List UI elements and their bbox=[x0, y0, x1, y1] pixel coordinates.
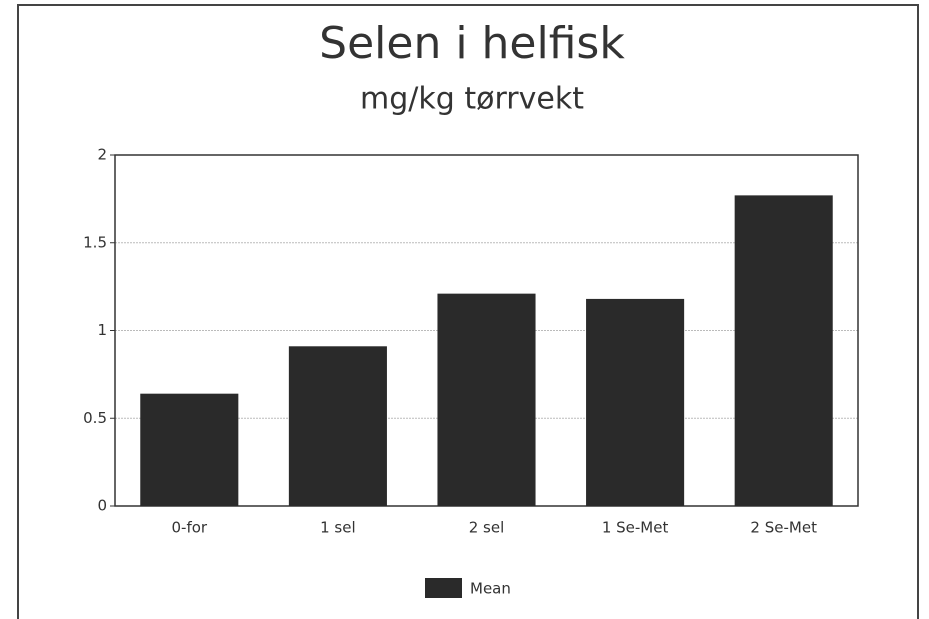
y-tick-label: 0.5 bbox=[83, 409, 107, 427]
y-tick-label: 2 bbox=[97, 146, 107, 164]
y-tick-label: 1 bbox=[97, 321, 107, 339]
x-tick-label: 2 Se-Met bbox=[750, 519, 817, 537]
chart-title: Selen i helfisk bbox=[319, 18, 625, 69]
y-tick-label: 1.5 bbox=[83, 233, 107, 251]
bar bbox=[437, 293, 536, 506]
legend-label: Mean bbox=[470, 580, 511, 598]
y-tick-label: 0 bbox=[97, 497, 107, 515]
x-tick-label: 1 Se-Met bbox=[602, 519, 669, 537]
bar bbox=[586, 298, 685, 506]
x-tick-label: 2 sel bbox=[469, 519, 505, 537]
bar bbox=[288, 346, 387, 506]
x-tick-label: 0-for bbox=[172, 519, 208, 537]
bar bbox=[734, 195, 833, 507]
chart-subtitle: mg/kg tørrvekt bbox=[360, 82, 584, 117]
x-tick-label: 1 sel bbox=[320, 519, 356, 537]
bar bbox=[140, 393, 239, 506]
legend-swatch bbox=[425, 578, 462, 598]
